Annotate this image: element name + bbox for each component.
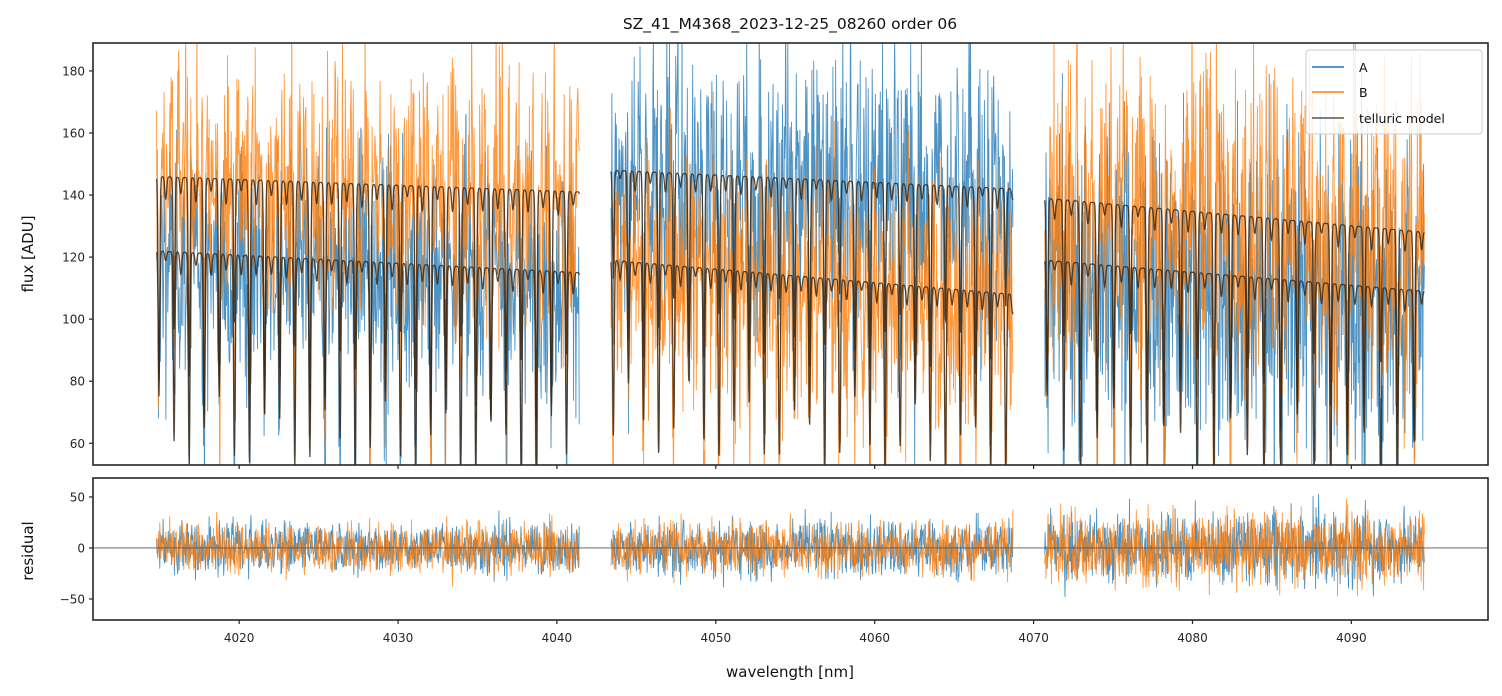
- flux-y-tick-label: 60: [70, 437, 85, 451]
- series-a-segment-2: [610, 43, 1014, 465]
- series-b-segment-2: [610, 91, 1014, 465]
- telluric-model-a-segment-1: [155, 250, 580, 465]
- flux-line-b: [1044, 43, 1425, 465]
- flux-axes-frame: [92, 42, 1489, 466]
- telluric-model-b-segment-1: [155, 176, 580, 423]
- telluric-model-a-segment-2: [610, 169, 1014, 374]
- x-tick-label: 4080: [1177, 631, 1208, 645]
- legend-label-b: B: [1359, 85, 1368, 100]
- telluric-model-b-segment-3: [1044, 198, 1425, 442]
- flux-y-tick-label: 160: [62, 126, 85, 140]
- x-tick-label: 4040: [542, 631, 573, 645]
- telluric-model-a-segment-3: [1044, 260, 1425, 465]
- flux-panel: 60 80 100 120 140 160 180 flux [ADU]: [19, 42, 1489, 469]
- residual-y-tick-label: 0: [77, 541, 85, 555]
- flux-line-a: [610, 43, 1014, 465]
- residual-line-b-segment-3: [1044, 498, 1425, 597]
- residual-line-a-segment-1: [156, 510, 580, 582]
- flux-y-tick-label: 120: [62, 251, 85, 265]
- legend-label-telluric: telluric model: [1359, 111, 1445, 126]
- x-axis-label: wavelength [nm]: [726, 663, 854, 681]
- flux-line-b: [610, 91, 1014, 465]
- x-tick-label: 4090: [1336, 631, 1367, 645]
- x-tick-label: 4030: [383, 631, 414, 645]
- residual-y-tick-label: −50: [60, 592, 85, 606]
- flux-y-tick-label: 180: [62, 64, 85, 78]
- x-tick-label: 4070: [1018, 631, 1049, 645]
- legend-frame: [1305, 49, 1483, 135]
- telluric-model-b-segment-2: [610, 260, 1014, 465]
- flux-y-axis-label: flux [ADU]: [19, 215, 37, 292]
- series-b-segment-3: [1044, 43, 1425, 465]
- flux-y-tick-label: 100: [62, 313, 85, 327]
- chart-title: SZ_41_M4368_2023-12-25_08260 order 06: [623, 15, 957, 34]
- flux-y-tick-label: 140: [62, 189, 85, 203]
- residual-axes-frame: [92, 477, 1489, 621]
- legend-label-a: A: [1359, 60, 1368, 75]
- legend: A B telluric model: [1305, 49, 1483, 135]
- residual-line-b-segment-1: [156, 511, 580, 587]
- x-tick-label: 4050: [701, 631, 732, 645]
- flux-y-tick-label: 80: [70, 375, 85, 389]
- x-tick-label: 4060: [859, 631, 890, 645]
- x-tick-label: 4020: [224, 631, 255, 645]
- residual-y-axis-label: residual: [19, 521, 37, 580]
- residual-line-b-segment-2: [610, 509, 1014, 584]
- residual-y-tick-label: 50: [70, 490, 85, 504]
